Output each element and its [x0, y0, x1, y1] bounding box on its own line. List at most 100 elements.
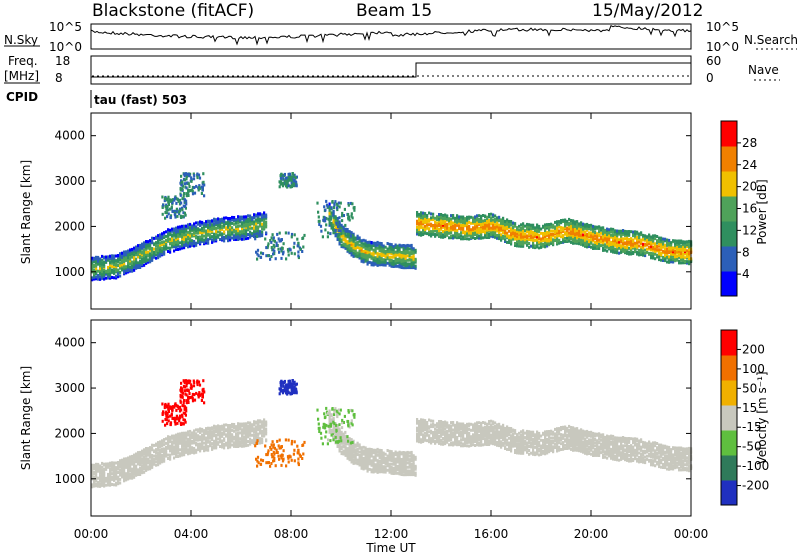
power-cell	[578, 237, 581, 241]
power-cell	[396, 244, 399, 248]
velocity-cell	[408, 461, 411, 464]
velocity-cell	[336, 425, 339, 429]
power-cell	[183, 246, 186, 250]
velocity-cell	[151, 448, 154, 452]
velocity-cell	[408, 471, 411, 475]
power-cell	[592, 228, 595, 232]
power-cell	[680, 244, 683, 248]
power-cell	[101, 258, 104, 262]
power-cell	[556, 222, 559, 226]
power-cell	[333, 206, 336, 209]
velocity-cell	[422, 425, 425, 429]
velocity-cell	[95, 462, 98, 466]
power-cell	[249, 217, 252, 221]
power-cell	[348, 233, 351, 237]
power-cell	[257, 229, 260, 233]
power-cell	[410, 243, 413, 247]
power-cell	[588, 235, 591, 239]
power-cell	[183, 233, 186, 237]
power-cell	[440, 213, 443, 216]
power-cell	[127, 255, 130, 258]
velocity-cell	[257, 419, 260, 423]
power-cell	[287, 231, 290, 235]
velocity-cell	[263, 433, 266, 437]
velocity-cell	[179, 441, 182, 445]
velocity-cell	[201, 443, 204, 447]
power-cell	[508, 239, 511, 243]
velocity-cell	[147, 447, 150, 451]
power-cell	[638, 232, 641, 236]
power-cell	[125, 265, 128, 269]
velocity-cell	[245, 444, 248, 448]
power-cell	[191, 232, 194, 236]
power-cell	[211, 240, 214, 244]
velocity-cell	[344, 438, 347, 442]
power-cell	[634, 247, 637, 251]
power-cell	[632, 238, 635, 242]
power-cell	[137, 252, 140, 256]
power-cell	[466, 222, 469, 226]
power-cell	[520, 235, 523, 239]
velocity-cell	[352, 453, 355, 457]
power-cell	[526, 224, 529, 228]
power-cell	[618, 238, 621, 242]
velocity-cell	[95, 478, 98, 482]
velocity-cell	[233, 423, 236, 426]
power-cell	[450, 219, 453, 223]
power-cell	[626, 237, 629, 241]
power-cell	[199, 235, 202, 239]
power-cell	[217, 230, 220, 234]
velocity-cell	[346, 456, 349, 460]
power-cell	[164, 205, 167, 209]
power-cell	[178, 207, 182, 211]
power-cell	[528, 238, 531, 241]
power-cell	[538, 240, 541, 244]
power-cell	[538, 233, 541, 237]
power-cell	[239, 230, 242, 234]
velocity-cell	[175, 435, 178, 439]
velocity-cell	[137, 473, 140, 476]
velocity-cell	[364, 462, 367, 466]
power-cell	[193, 174, 196, 177]
velocity-cell	[139, 461, 142, 464]
power-cell	[502, 236, 505, 240]
velocity-cell	[131, 458, 134, 462]
power-cell	[95, 255, 98, 259]
velocity-cell	[175, 433, 178, 437]
velocity-cell	[382, 460, 385, 463]
velocity-cell	[384, 467, 387, 471]
power-cell	[121, 251, 124, 255]
power-cell	[103, 277, 106, 281]
power-cell	[346, 230, 349, 233]
power-cell	[368, 248, 371, 252]
power-cell	[175, 235, 178, 239]
power-cell	[247, 217, 250, 221]
power-cell	[660, 243, 663, 247]
power-cell	[486, 215, 489, 219]
velocity-cell	[392, 462, 395, 466]
power-cell	[642, 237, 645, 241]
power-cell	[167, 200, 170, 204]
frequency-trace	[91, 62, 691, 78]
power-cell	[674, 259, 677, 263]
power-cell	[494, 225, 497, 228]
velocity-cell	[223, 438, 226, 442]
power-cell	[430, 222, 433, 226]
power-cell	[259, 220, 262, 224]
power-cell	[186, 172, 189, 176]
power-cell	[552, 225, 555, 229]
power-cell	[526, 239, 529, 242]
power-cell	[261, 213, 264, 217]
velocity-cell	[348, 443, 351, 447]
power-cell	[668, 240, 671, 244]
power-cell	[598, 238, 601, 242]
velocity-cell	[243, 424, 246, 428]
power-cell	[91, 256, 94, 260]
power-cell	[532, 243, 535, 247]
power-cell	[582, 243, 585, 247]
power-cell	[183, 236, 186, 239]
power-cell	[167, 203, 170, 206]
velocity-cell	[233, 429, 236, 433]
power-cell	[516, 232, 519, 235]
velocity-cell	[125, 476, 128, 480]
